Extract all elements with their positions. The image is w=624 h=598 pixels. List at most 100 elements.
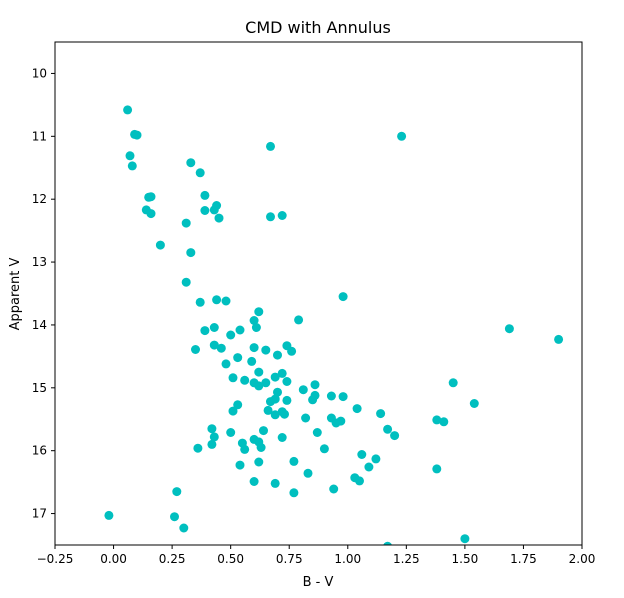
data-point	[123, 105, 133, 115]
data-point	[181, 218, 191, 228]
data-point	[329, 484, 339, 494]
data-point	[235, 325, 245, 335]
y-axis-ticks: 10 11 12 13 14 15 16 17	[32, 66, 55, 521]
x-tick-label: 2.00	[569, 552, 596, 566]
data-point	[249, 316, 259, 325]
x-tick-label: 0.25	[159, 552, 186, 566]
data-point	[326, 391, 336, 401]
data-point	[273, 387, 282, 397]
chart-title: CMD with Annulus	[245, 18, 391, 37]
data-point	[294, 315, 304, 325]
data-point	[209, 340, 219, 350]
data-point	[195, 297, 205, 307]
data-point	[170, 512, 179, 522]
data-point	[338, 392, 348, 402]
y-tick-label: 16	[32, 444, 47, 458]
data-point	[216, 343, 226, 353]
data-point	[146, 192, 156, 202]
data-point	[191, 345, 200, 354]
data-point	[251, 323, 261, 332]
data-point	[256, 443, 266, 452]
data-point	[469, 399, 479, 408]
data-point	[127, 161, 137, 171]
data-point	[263, 405, 273, 415]
data-point	[364, 462, 374, 472]
data-point	[214, 213, 224, 223]
data-point	[554, 334, 564, 344]
data-point	[261, 345, 271, 355]
data-point	[209, 432, 219, 442]
data-point	[261, 378, 271, 388]
data-point	[179, 523, 189, 533]
data-point	[287, 346, 297, 356]
x-tick-label: 1.75	[510, 552, 537, 566]
points-layer	[104, 105, 564, 545]
data-point	[266, 212, 275, 222]
data-point	[209, 205, 219, 215]
data-point	[200, 190, 210, 200]
data-point	[209, 323, 219, 332]
x-tick-label: 1.50	[452, 552, 479, 566]
y-tick-label: 10	[32, 66, 47, 80]
data-point	[186, 158, 196, 168]
data-point	[303, 468, 313, 478]
data-point	[312, 428, 322, 437]
data-point	[249, 477, 259, 486]
data-point	[226, 428, 236, 437]
y-tick-label: 11	[32, 129, 47, 143]
x-tick-label: 0.00	[100, 552, 127, 566]
x-tick-label: 0.75	[276, 552, 303, 566]
data-point	[228, 406, 238, 416]
data-point	[371, 454, 381, 464]
data-point	[221, 296, 231, 306]
data-point	[277, 368, 287, 378]
data-point	[277, 211, 287, 220]
data-point	[249, 343, 259, 353]
data-point	[200, 206, 210, 215]
data-point	[301, 413, 311, 423]
data-point	[212, 295, 222, 305]
data-point	[319, 444, 329, 454]
data-point	[390, 431, 400, 441]
x-tick-label: −0.25	[37, 552, 74, 566]
data-point	[155, 240, 165, 250]
y-tick-label: 15	[32, 381, 47, 395]
data-point	[207, 439, 217, 449]
data-point	[254, 307, 264, 317]
data-point	[240, 375, 250, 385]
data-point	[352, 404, 362, 414]
data-point	[254, 457, 264, 467]
data-point	[104, 510, 114, 520]
data-point	[338, 292, 348, 302]
x-axis-label: B - V	[303, 575, 334, 590]
x-axis-ticks: −0.25 0.00 0.25 0.50 0.75 1.00 1.25 1.50 1.75 2.0…	[37, 545, 596, 566]
axes-frame	[54, 41, 583, 546]
data-point	[181, 277, 191, 287]
data-point	[195, 168, 205, 178]
data-point	[383, 424, 393, 434]
data-point	[397, 131, 407, 141]
x-tick-label: 1.00	[334, 552, 361, 566]
data-point	[282, 395, 292, 405]
data-point	[270, 394, 280, 404]
y-axis-label: Apparent V	[8, 258, 23, 331]
data-point	[310, 390, 320, 400]
data-point	[357, 450, 367, 459]
data-point	[270, 478, 280, 488]
data-point	[504, 324, 514, 334]
data-point	[254, 367, 264, 377]
data-point	[254, 381, 264, 391]
data-point	[172, 487, 182, 497]
data-point	[240, 444, 250, 454]
data-point	[146, 209, 156, 219]
data-point	[186, 248, 196, 258]
data-point	[235, 460, 245, 470]
data-point	[125, 151, 135, 161]
x-tick-label: 0.50	[217, 552, 244, 566]
data-point	[439, 417, 449, 427]
data-point	[376, 409, 386, 419]
data-point	[233, 400, 243, 410]
data-point	[289, 488, 299, 498]
data-point	[226, 330, 236, 340]
